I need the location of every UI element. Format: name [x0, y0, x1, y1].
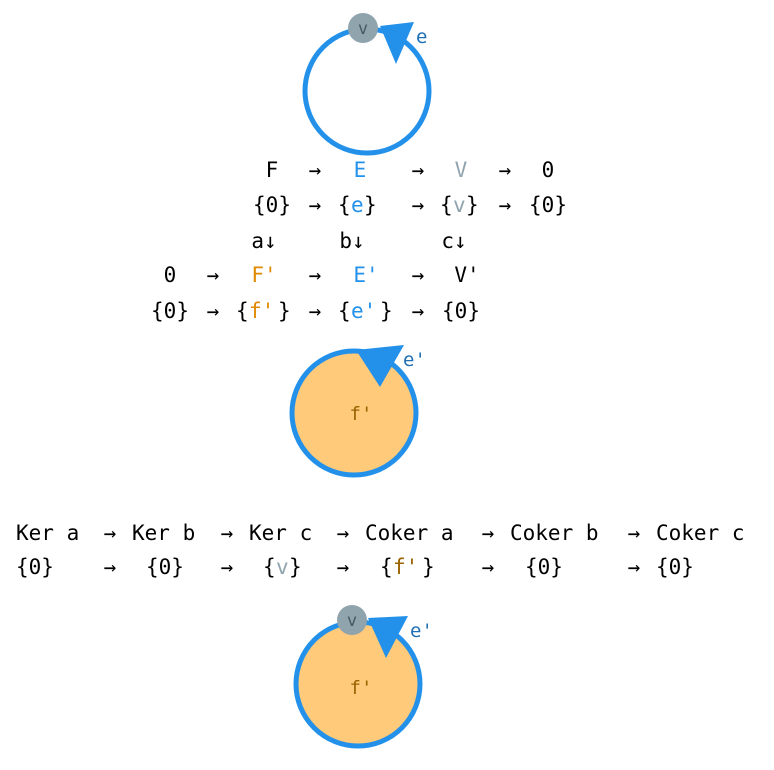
- middle-face: [289, 348, 419, 478]
- seq-arrow-2: →: [221, 521, 234, 545]
- row2-arrow-2: →: [412, 193, 425, 217]
- row2-arrow-3: →: [499, 193, 512, 217]
- seq-arrow-3: →: [337, 521, 350, 545]
- val-v: v: [276, 555, 289, 579]
- val-ker-a: {0}: [16, 555, 54, 579]
- val-arrow-5: →: [628, 555, 641, 579]
- val-f-prime: f': [393, 555, 418, 579]
- seq-arrow-5: →: [628, 521, 641, 545]
- row4-e-prime: e': [351, 299, 376, 323]
- row2-brace-open-v: {: [440, 193, 453, 217]
- row2-brace-close-v: }: [466, 193, 479, 217]
- val-arrow-2: →: [221, 555, 234, 579]
- row2-brace-close-e: }: [364, 193, 377, 217]
- row2-e: e: [351, 193, 364, 217]
- middle-edge-arrowhead: [356, 345, 404, 387]
- map-b: b↓: [339, 229, 364, 253]
- row1-arrow-3: →: [499, 158, 512, 182]
- top-edge-arrowhead: [380, 22, 414, 64]
- row3-arrow-3: →: [412, 263, 425, 287]
- map-c: c↓: [441, 229, 466, 253]
- middle-graph: f' e': [289, 345, 426, 478]
- row1-arrow-2: →: [412, 158, 425, 182]
- seq-ker-c: Ker c: [249, 521, 312, 545]
- row4-arrow-1: →: [207, 299, 220, 323]
- row4-arrow-3: →: [412, 299, 425, 323]
- bottom-edge-arrowhead: [368, 616, 408, 658]
- row2-zero-set-end: {0}: [529, 193, 567, 217]
- row3-arrow-2: →: [309, 263, 322, 287]
- val-brace-close-v: }: [289, 555, 302, 579]
- row4-brace-open-f: {: [236, 299, 249, 323]
- row3-zero: 0: [164, 263, 177, 287]
- row2-zero-set: {0}: [253, 193, 291, 217]
- val-arrow-1: →: [104, 555, 117, 579]
- row4-arrow-2: →: [309, 299, 322, 323]
- seq-arrow-1: →: [104, 521, 117, 545]
- row1-zero: 0: [542, 158, 555, 182]
- seq-arrow-4: →: [482, 521, 495, 545]
- commutative-diagram: F → E → V → 0 {0} → { e } → { v } → {0} …: [151, 158, 567, 323]
- seq-coker-a: Coker a: [365, 521, 454, 545]
- row3-V-prime: V': [454, 263, 479, 287]
- middle-edge-label: e': [403, 349, 426, 371]
- top-graph: v e: [302, 13, 432, 156]
- row2-arrow-1: →: [309, 193, 322, 217]
- row1-E: E: [354, 158, 367, 182]
- row4-brace-close-f: }: [278, 299, 291, 323]
- seq-coker-b: Coker b: [510, 521, 599, 545]
- kernel-cokernel-sequence: Ker a → Ker b → Ker c → Coker a → Coker …: [16, 521, 745, 579]
- seq-coker-c: Coker c: [656, 521, 745, 545]
- val-brace-open-v: {: [263, 555, 276, 579]
- seq-ker-a: Ker a: [16, 521, 79, 545]
- val-arrow-4: →: [482, 555, 495, 579]
- row3-E-prime: E': [353, 263, 378, 287]
- row4-brace-close-e: }: [380, 299, 393, 323]
- row1-V: V: [455, 158, 468, 182]
- val-brace-close-f: }: [422, 555, 435, 579]
- val-coker-b: {0}: [525, 555, 563, 579]
- val-arrow-3: →: [337, 555, 350, 579]
- bottom-graph: v f' e': [293, 605, 433, 749]
- row4-zero-set-end: {0}: [442, 299, 480, 323]
- val-brace-open-f: {: [380, 555, 393, 579]
- bottom-face-label: f': [350, 677, 373, 699]
- row4-f-prime: f': [249, 299, 274, 323]
- row2-brace-open-e: {: [338, 193, 351, 217]
- row1-arrow-1: →: [309, 158, 322, 182]
- row2-v: v: [453, 193, 466, 217]
- bottom-edge-label: e': [410, 620, 433, 642]
- bottom-vertex-label: v: [347, 611, 357, 631]
- map-a: a↓: [251, 229, 276, 253]
- bottom-vertex: [337, 605, 367, 635]
- top-vertex-label: v: [358, 19, 368, 39]
- val-ker-b: {0}: [146, 555, 184, 579]
- row3-arrow-1: →: [207, 263, 220, 287]
- row4-brace-open-e: {: [338, 299, 351, 323]
- top-edge-label: e: [416, 26, 427, 48]
- val-coker-c: {0}: [656, 555, 694, 579]
- row1-F: F: [266, 158, 279, 182]
- top-vertex: [348, 13, 378, 43]
- top-loop-edge: [302, 26, 432, 156]
- middle-face-label: f': [350, 403, 373, 425]
- seq-ker-b: Ker b: [132, 521, 195, 545]
- row4-zero-set: {0}: [151, 299, 189, 323]
- row3-F-prime: F': [251, 263, 276, 287]
